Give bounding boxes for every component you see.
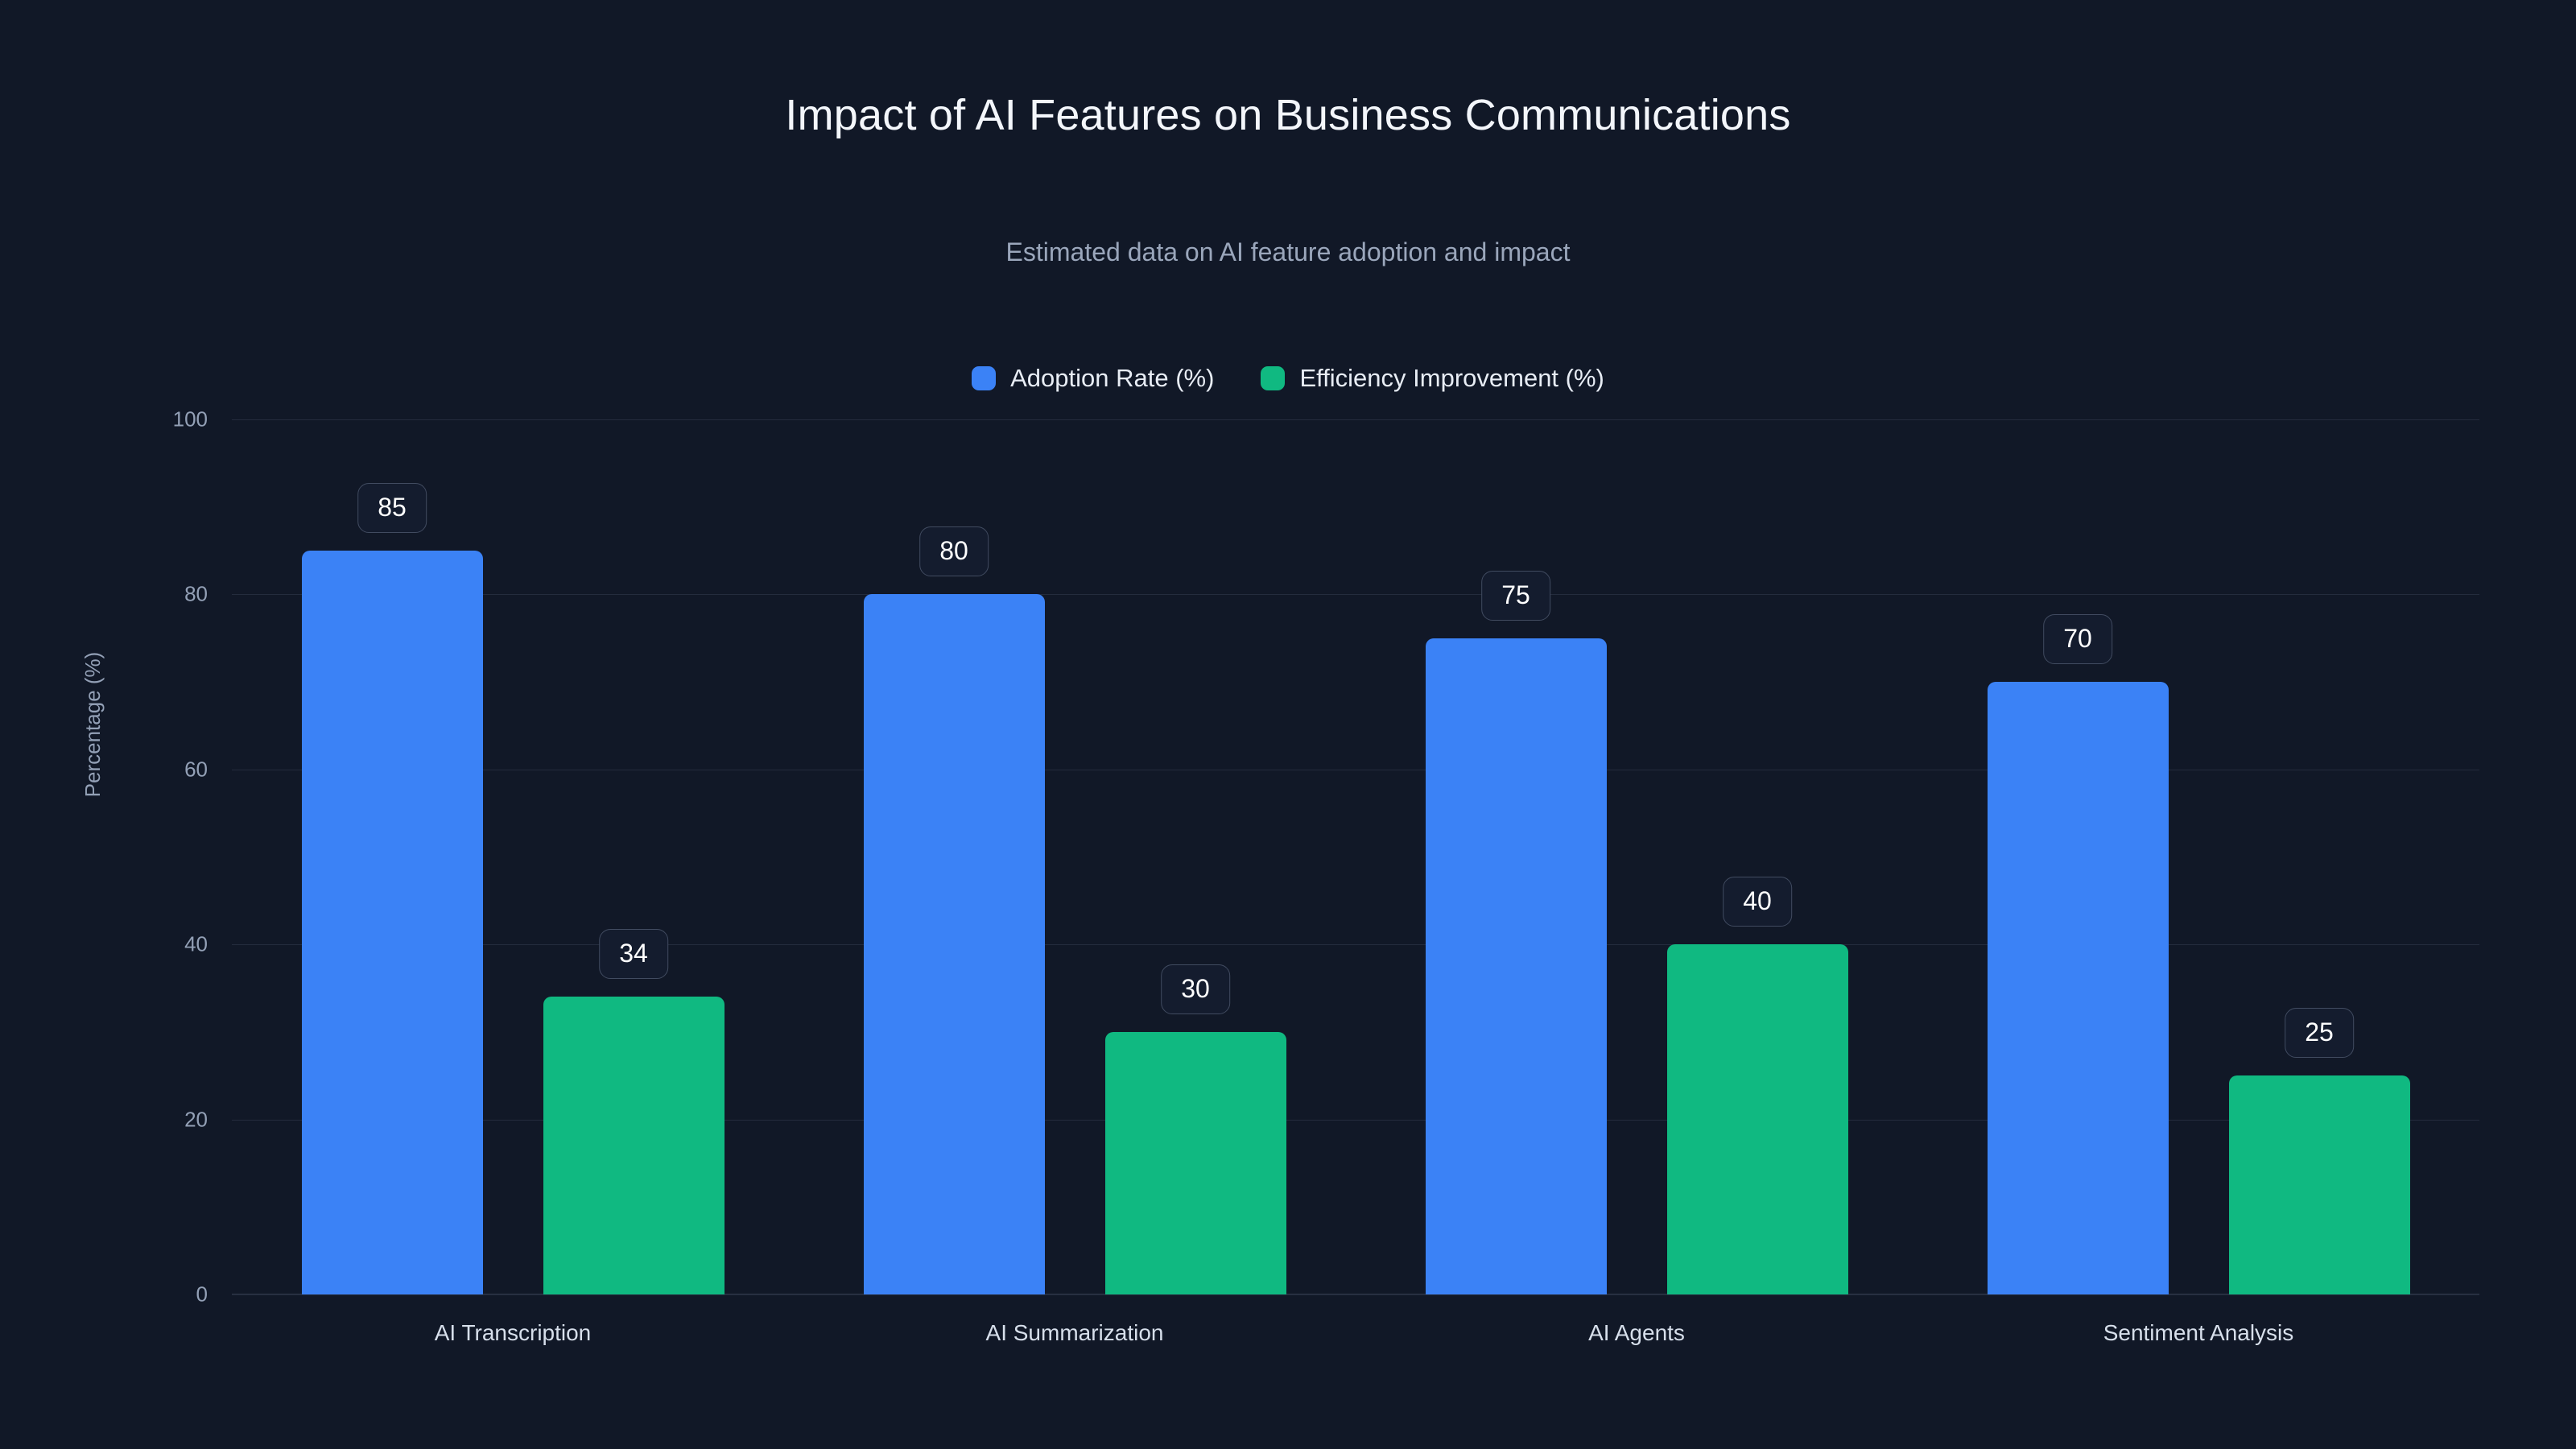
bar[interactable] <box>1666 944 1848 1294</box>
x-axis-category-label: AI Summarization <box>985 1320 1164 1345</box>
gridline <box>232 419 2479 420</box>
x-axis-category-label: Sentiment Analysis <box>2103 1320 2294 1345</box>
bar[interactable] <box>1425 638 1607 1294</box>
legend-swatch-icon-efficiency-improvement <box>1261 366 1286 390</box>
plot-area <box>232 419 2479 1295</box>
y-axis-tick-label: 40 <box>184 931 208 956</box>
y-axis-tick-label: 80 <box>184 581 208 606</box>
bar-value-label: 80 <box>919 526 989 577</box>
bar-value-label: 85 <box>357 483 427 534</box>
y-axis-tick-label: 0 <box>196 1282 208 1307</box>
bar-value-label: 70 <box>2043 614 2112 665</box>
chart-subtitle: Estimated data on AI feature adoption an… <box>1005 237 1571 266</box>
bar[interactable] <box>2228 1075 2410 1294</box>
gridline <box>232 1119 2479 1121</box>
legend-item-adoption-rate[interactable]: Adoption Rate (%) <box>972 364 1214 393</box>
bar-value-label: 30 <box>1161 964 1230 1014</box>
bar[interactable] <box>1987 682 2169 1294</box>
y-axis-tick-label: 20 <box>184 1107 208 1132</box>
chart-legend: Adoption Rate (%) Efficiency Improvement… <box>0 364 2576 393</box>
bar[interactable] <box>1104 1031 1286 1294</box>
chart-title: Impact of AI Features on Business Commun… <box>785 91 1791 139</box>
legend-swatch-icon-adoption-rate <box>972 366 997 390</box>
bar-value-label: 25 <box>2285 1008 2354 1059</box>
gridline <box>232 944 2479 946</box>
bar-value-label: 40 <box>1723 877 1792 927</box>
legend-item-efficiency-improvement[interactable]: Efficiency Improvement (%) <box>1261 364 1604 393</box>
legend-label-efficiency-improvement: Efficiency Improvement (%) <box>1299 364 1604 392</box>
bar[interactable] <box>301 551 483 1294</box>
gridline <box>232 1294 2479 1295</box>
legend-label-adoption-rate: Adoption Rate (%) <box>1010 364 1215 392</box>
bar[interactable] <box>543 997 724 1294</box>
bar-value-label: 75 <box>1481 570 1550 621</box>
x-axis-category-label: AI Agents <box>1588 1320 1685 1345</box>
gridline <box>232 594 2479 596</box>
bar[interactable] <box>863 594 1045 1294</box>
bar-value-label: 34 <box>599 929 668 980</box>
y-axis-tick-label: 100 <box>172 407 208 431</box>
y-axis-tick-label: 60 <box>184 757 208 782</box>
x-axis-category-label: AI Transcription <box>434 1320 592 1345</box>
